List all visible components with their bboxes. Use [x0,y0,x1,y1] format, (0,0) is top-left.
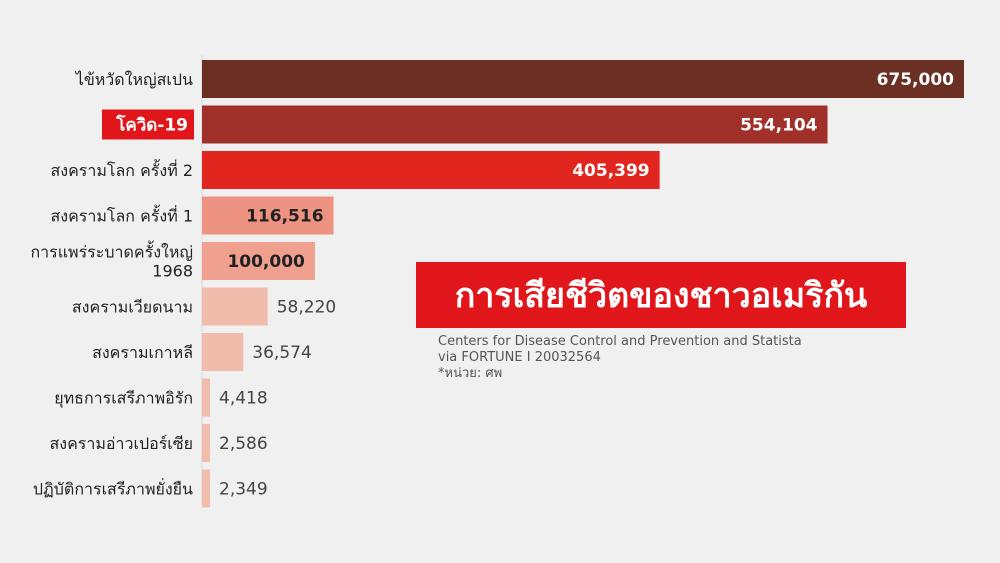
bar [202,287,268,326]
source-line-1: Centers for Disease Control and Preventi… [438,334,802,349]
bar [202,196,334,235]
bar [202,151,660,189]
source-note: Centers for Disease Control and Preventi… [438,334,802,382]
category-label: สงครามเกาหลี [92,343,193,362]
category-label: ปฏิบัติการเสรีภาพยั่งยืน [33,478,193,499]
bar [202,424,210,462]
value-label: 2,349 [219,480,268,500]
category-label: สงครามโลก ครั้งที่ 1 [51,205,194,226]
bar [202,105,828,144]
value-label: 405,399 [572,161,649,181]
bar [202,378,210,417]
bar [202,60,964,98]
highlight-label-box [102,109,194,140]
bar [202,242,315,280]
value-label: 116,516 [246,207,323,227]
unit-note: *หน่วย: ศพ [438,366,503,381]
value-label: 100,000 [227,252,305,272]
category-label: 1968 [152,262,193,281]
chart-title: การเสียชีวิตของชาวอเมริกัน [454,276,868,316]
category-label: สงครามเวียดนาม [72,298,193,317]
category-label: ไข้หวัดใหญ่สเปน [74,70,193,89]
bar [202,469,210,508]
bar [202,333,244,371]
category-label: สงครามอ่าวเปอร์เซีย [49,434,193,453]
category-label: โควิด-19 [115,115,188,136]
value-label: 4,418 [219,389,268,409]
value-label: 675,000 [877,70,955,90]
chart-title-box: การเสียชีวิตของชาวอเมริกัน [416,262,906,328]
value-label: 58,220 [277,298,336,318]
category-label: การแพร่ระบาดครั้งใหญ่ [30,241,193,262]
value-label: 36,574 [252,343,311,363]
value-label: 2,586 [219,434,268,454]
value-label: 554,104 [740,116,818,136]
source-line-2: via FORTUNE I 20032564 [438,350,601,365]
category-label: สงครามโลก ครั้งที่ 2 [51,159,194,180]
category-label: ยุทธการเสรีภาพอิรัก [54,389,193,409]
